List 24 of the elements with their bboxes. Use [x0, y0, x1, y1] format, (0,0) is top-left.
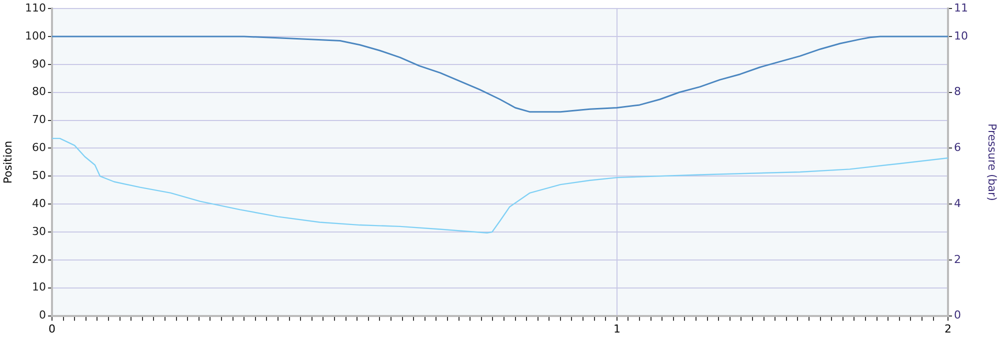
y-tick-label: 50 — [32, 169, 46, 182]
y-tick-label: 60 — [32, 141, 46, 154]
y-tick-label: 10 — [32, 280, 46, 294]
y-tick-label: 90 — [32, 57, 46, 70]
y-tick-label: 0 — [39, 308, 46, 322]
y-tick-label: 110 — [25, 1, 46, 14]
y-axis-title: Position — [1, 140, 14, 184]
y2-axis-title: Pressure (bar) — [986, 124, 999, 201]
x-tick-label: 1 — [613, 322, 620, 336]
y-tick-label: 80 — [32, 85, 46, 98]
y2-tick-label: 4 — [954, 196, 961, 210]
y-tick-label: 70 — [32, 113, 46, 126]
x-tick-label: 0 — [48, 322, 56, 336]
y-tick-label: 20 — [32, 252, 46, 266]
y2-tick-label: 6 — [954, 141, 961, 154]
y2-tick-label: 11 — [954, 1, 968, 14]
y2-tick-label: 2 — [954, 252, 961, 266]
y2-tick-label: 0 — [954, 308, 961, 322]
x-tick-label: 2 — [944, 322, 952, 336]
y2-tick-label: 8 — [954, 85, 961, 98]
y-tick-label: 30 — [32, 224, 46, 238]
y-tick-label: 100 — [25, 29, 46, 42]
y-tick-label: 40 — [32, 196, 46, 210]
y2-tick-label: 10 — [954, 29, 968, 42]
